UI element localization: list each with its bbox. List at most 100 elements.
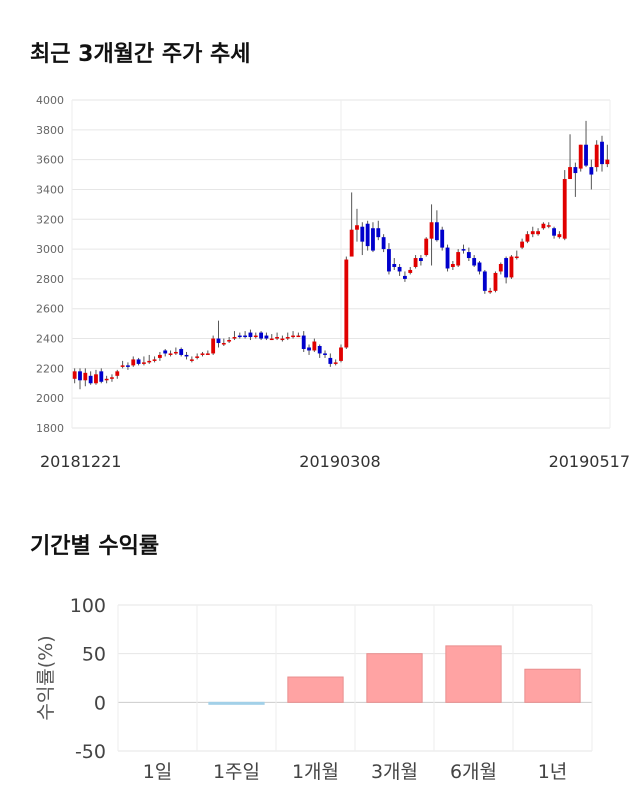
candle-body bbox=[541, 223, 546, 229]
candle-body bbox=[141, 362, 146, 364]
candle-body bbox=[339, 347, 343, 361]
candle-body bbox=[482, 271, 487, 291]
candle-body bbox=[126, 365, 130, 367]
candle-body bbox=[504, 258, 509, 278]
candle-body bbox=[227, 340, 232, 342]
return-y-tick-label: 0 bbox=[94, 692, 106, 714]
candle-body bbox=[349, 229, 354, 257]
candle-body bbox=[110, 377, 114, 379]
candle-body bbox=[589, 167, 594, 175]
price-candlestick-chart: 4000 3800 3600 3400 3200 3000 2800 2600 2400 2200… bbox=[36, 94, 630, 471]
candle-body bbox=[200, 353, 205, 355]
candle-body bbox=[83, 372, 88, 381]
candle-body bbox=[578, 144, 583, 169]
price-y-tick-label: 2400 bbox=[36, 333, 64, 346]
candle-body bbox=[195, 356, 200, 358]
return-y-tick-label: 100 bbox=[70, 595, 106, 617]
candle-body bbox=[221, 343, 226, 345]
candle-body bbox=[163, 350, 168, 354]
candle-body bbox=[355, 225, 359, 230]
candle-body bbox=[259, 332, 264, 339]
candle-body bbox=[445, 247, 450, 269]
candle-body bbox=[291, 335, 295, 338]
candle-body bbox=[131, 359, 136, 366]
candle-body bbox=[205, 353, 210, 355]
candle-body bbox=[280, 338, 285, 341]
candle-body bbox=[243, 335, 248, 338]
price-x-tick-label: 20190517 bbox=[549, 452, 630, 471]
candle-body bbox=[173, 351, 178, 354]
candle-body bbox=[184, 354, 189, 357]
candle-body bbox=[429, 222, 434, 239]
price-y-tick-label: 1800 bbox=[36, 422, 64, 435]
candle-body bbox=[493, 272, 498, 291]
return-x-tick-label: 6개월 bbox=[450, 761, 497, 783]
return-bar bbox=[287, 676, 344, 703]
candle-body bbox=[424, 238, 429, 256]
candle-body bbox=[269, 338, 274, 341]
candle-body bbox=[296, 335, 301, 338]
candle-body bbox=[157, 354, 162, 358]
candle-body bbox=[509, 256, 514, 278]
candle-body bbox=[94, 374, 98, 384]
return-x-tick-label: 3개월 bbox=[371, 761, 418, 783]
candle-body bbox=[248, 332, 253, 338]
candle-body bbox=[376, 228, 381, 238]
candle-body bbox=[600, 141, 604, 165]
candle-body bbox=[211, 338, 216, 354]
candle-body bbox=[418, 258, 423, 262]
price-y-tick-label: 2200 bbox=[36, 362, 64, 375]
candle-body bbox=[285, 337, 290, 339]
candle-body bbox=[168, 353, 173, 355]
candle-body bbox=[323, 353, 327, 355]
candle-body bbox=[440, 229, 445, 248]
candle-body bbox=[307, 347, 311, 351]
return-y-axis-label: 수익률(%) bbox=[35, 635, 57, 720]
candle-body bbox=[392, 264, 397, 267]
candle-body bbox=[477, 262, 482, 272]
candle-body bbox=[232, 337, 237, 339]
candle-body bbox=[573, 167, 578, 174]
candle-body bbox=[461, 249, 466, 251]
candle-body bbox=[450, 264, 455, 267]
price-y-tick-label: 3400 bbox=[36, 183, 64, 196]
return-y-tick-label: 50 bbox=[82, 644, 106, 666]
candle-body bbox=[413, 258, 418, 267]
candle-body bbox=[301, 335, 306, 349]
candle-body bbox=[365, 223, 370, 247]
candle-body bbox=[120, 365, 125, 367]
candle-body bbox=[216, 338, 221, 344]
candle-body bbox=[237, 335, 242, 338]
candle-body bbox=[99, 371, 104, 382]
candle-body bbox=[530, 231, 535, 235]
price-y-tick-label: 3800 bbox=[36, 124, 64, 137]
price-y-tick-label: 3200 bbox=[36, 213, 64, 226]
price-y-tick-label: 2000 bbox=[36, 392, 64, 405]
return-x-tick-label: 1일 bbox=[143, 761, 173, 783]
candle-body bbox=[546, 225, 551, 227]
candle-body bbox=[520, 241, 525, 248]
candle-body bbox=[456, 252, 461, 266]
candle-body bbox=[189, 359, 194, 361]
return-x-tick-label: 1년 bbox=[538, 761, 568, 783]
return-x-tick-label: 1개월 bbox=[292, 761, 339, 783]
candle-body bbox=[552, 228, 556, 236]
candle-body bbox=[371, 228, 375, 251]
return-bar bbox=[366, 653, 423, 703]
candle-body bbox=[514, 256, 519, 259]
candle-body bbox=[78, 371, 82, 381]
candle-body bbox=[498, 264, 503, 272]
return-y-tick-label: -50 bbox=[75, 741, 106, 763]
candle-body bbox=[605, 159, 610, 165]
candle-body bbox=[115, 371, 120, 376]
candle-body bbox=[328, 357, 333, 364]
return-bar bbox=[524, 668, 581, 703]
candle-body bbox=[360, 226, 365, 242]
candle-body bbox=[264, 335, 269, 339]
candle-body bbox=[568, 167, 572, 180]
price-x-tick-label: 20181221 bbox=[40, 452, 121, 471]
price-y-tick-label: 2800 bbox=[36, 273, 64, 286]
candle-body bbox=[344, 259, 349, 348]
candle-body bbox=[179, 348, 184, 355]
candle-body bbox=[387, 249, 391, 272]
